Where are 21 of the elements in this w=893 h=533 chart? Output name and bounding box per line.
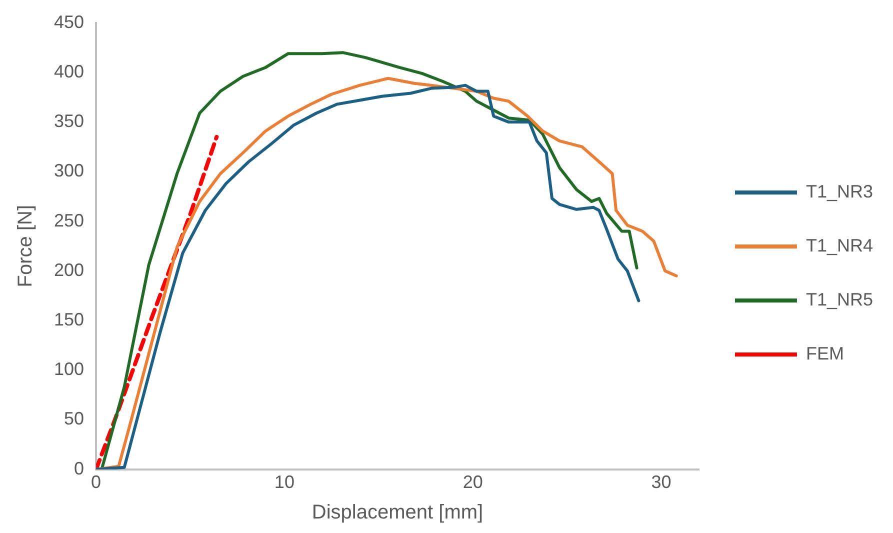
x-tick-label: 0: [91, 472, 102, 492]
y-tick-label: 0: [74, 458, 84, 478]
y-tick-label: 450: [54, 12, 84, 32]
y-tick-label: 150: [54, 310, 84, 330]
y-tick-label: 50: [64, 408, 84, 429]
y-tick-label: 350: [54, 111, 84, 132]
x-axis-title: Displacement [mm]: [312, 502, 484, 524]
x-tick-label: 20: [462, 472, 483, 492]
y-tick-label: 300: [54, 160, 84, 181]
legend-label: FEM: [806, 343, 844, 364]
legend-label: T1_NR3: [806, 181, 874, 202]
line-series: [96, 134, 219, 470]
y-tick-label: 250: [54, 210, 84, 230]
y-tick-label: 200: [54, 260, 84, 280]
legend-label: T1_NR5: [806, 289, 874, 310]
x-tick-label: 10: [274, 472, 294, 492]
y-tick-label: 100: [54, 359, 84, 380]
y-tick-label: 400: [54, 61, 84, 82]
legend-label: T1_NR4: [806, 235, 874, 256]
x-tick-label: 30: [651, 472, 672, 492]
y-axis-title: Force [N]: [14, 204, 37, 288]
